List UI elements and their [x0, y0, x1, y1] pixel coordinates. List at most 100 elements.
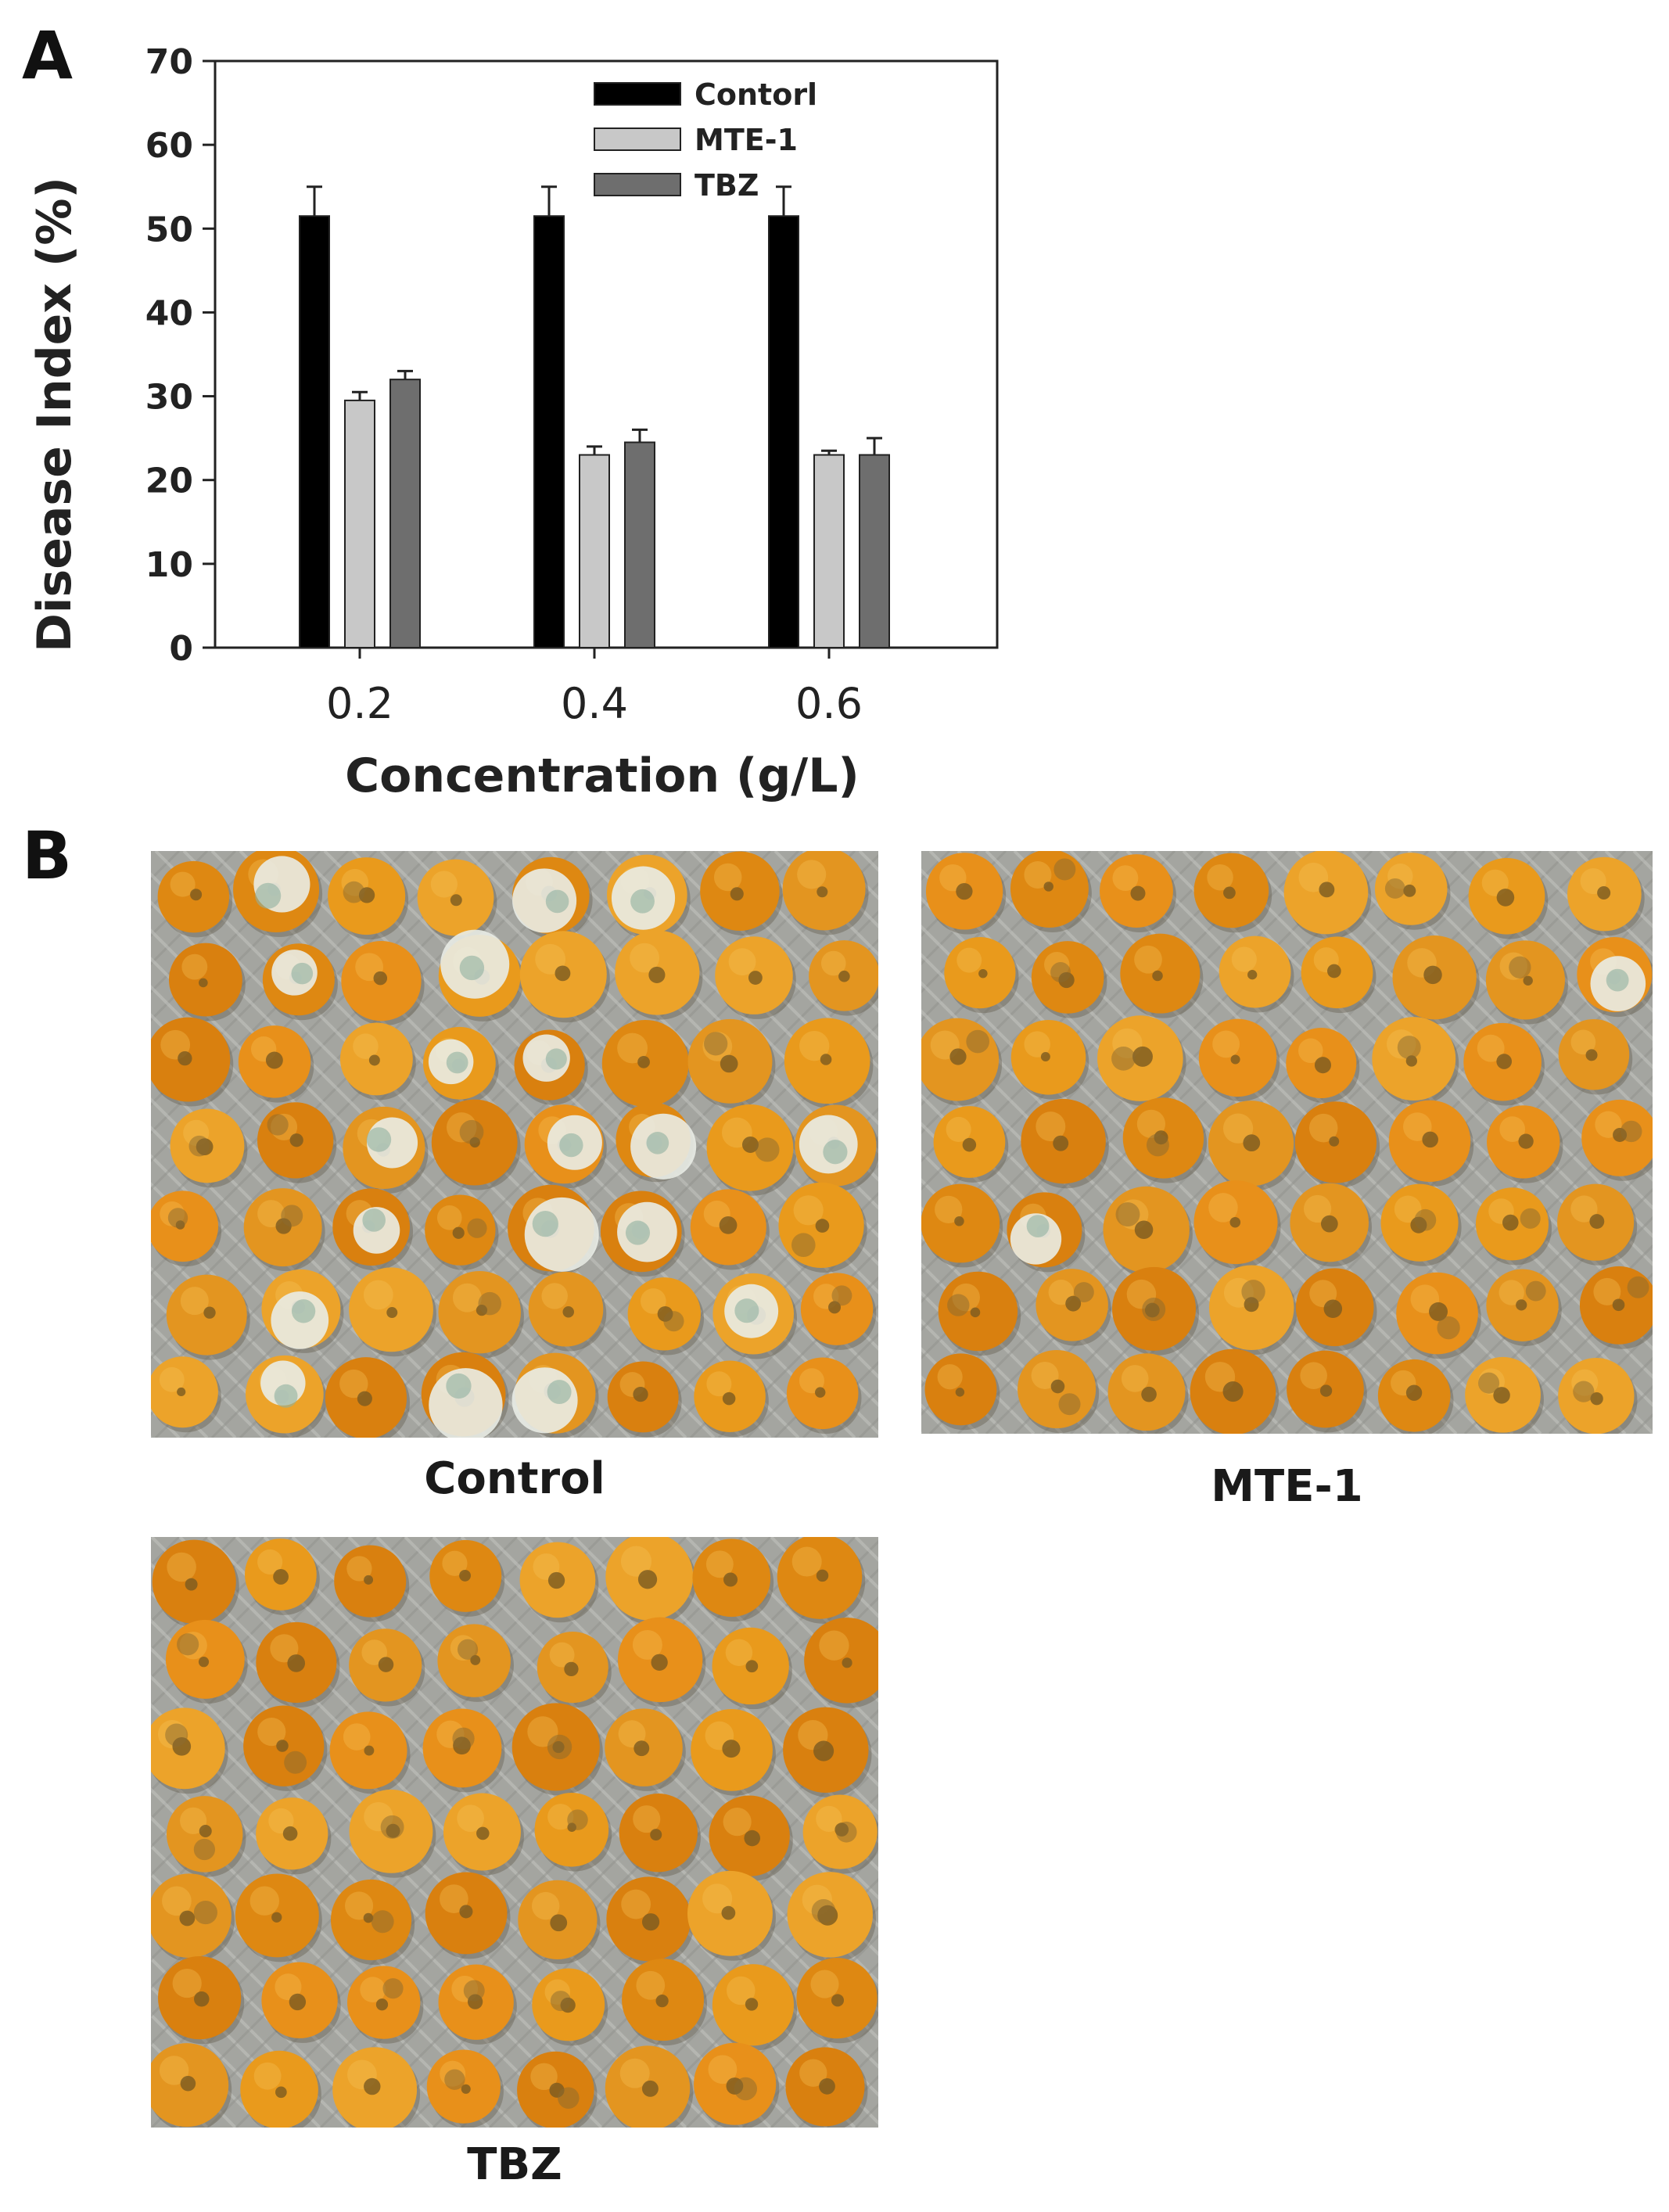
fruit — [617, 1617, 706, 1707]
fruit — [511, 1703, 603, 1796]
fruit — [152, 1539, 239, 1628]
fruit — [1103, 1186, 1193, 1278]
fruit — [346, 1966, 424, 2044]
legend-swatch-contorl — [594, 82, 681, 106]
fruit — [328, 857, 409, 940]
legend-label-contorl: Contorl — [695, 77, 817, 112]
fruit — [1190, 1348, 1280, 1434]
fruit — [782, 851, 869, 935]
fruit — [1377, 1359, 1454, 1434]
fruit — [691, 1708, 776, 1796]
fruit — [1486, 1269, 1562, 1346]
fruit — [800, 1273, 877, 1350]
fruit — [426, 2049, 504, 2128]
bar-tbz-0.6 — [859, 454, 890, 648]
fruit — [778, 1182, 867, 1273]
fruit — [443, 1793, 524, 1876]
fruit — [1286, 1028, 1360, 1104]
fruit — [243, 1188, 325, 1272]
fruit — [1485, 940, 1568, 1025]
fruit — [422, 1708, 505, 1793]
fruit — [712, 1627, 792, 1710]
fruit — [151, 1017, 234, 1107]
fruit — [1111, 1266, 1200, 1356]
fruit — [1219, 935, 1294, 1013]
photo-caption-tbz: TBZ — [467, 2139, 562, 2190]
fruit — [1372, 1017, 1459, 1106]
fruit — [1294, 1101, 1380, 1188]
fruit — [1010, 851, 1092, 932]
fruit — [1122, 1097, 1208, 1183]
y-tick-label: 30 — [145, 378, 193, 418]
fruit — [1579, 1266, 1653, 1349]
fruit — [1301, 936, 1376, 1014]
legend-swatch-mte-1 — [594, 127, 681, 151]
fruit — [921, 1018, 1003, 1106]
fruit — [330, 1879, 415, 1966]
photo-mte-1 — [921, 851, 1653, 1434]
fruit — [1018, 1349, 1100, 1434]
fruit — [1577, 936, 1653, 1018]
fruit — [511, 1352, 599, 1438]
fruit — [166, 1796, 246, 1877]
fruit — [1198, 1018, 1280, 1102]
fruit — [1208, 1265, 1298, 1355]
fruit — [343, 1106, 429, 1194]
fruit — [795, 1104, 878, 1191]
fruit — [1021, 1098, 1109, 1189]
fruit — [1388, 1100, 1474, 1187]
fruit — [1558, 1018, 1633, 1095]
fruit — [1193, 1180, 1281, 1269]
fruit — [712, 1273, 798, 1359]
fruit — [700, 851, 783, 936]
fruit — [438, 1270, 524, 1359]
fruit — [615, 930, 703, 1020]
y-tick-label: 50 — [145, 210, 193, 250]
fruit — [938, 1271, 1021, 1356]
bar-mte-1-0.4 — [579, 454, 610, 648]
fruit — [431, 1099, 521, 1190]
fruit — [600, 1190, 685, 1277]
panel-a-label: A — [22, 17, 74, 94]
fruit — [692, 1539, 774, 1622]
fruit — [1581, 1099, 1653, 1181]
x-axis-title: Concentration (g/L) — [345, 749, 860, 803]
fruit — [425, 1872, 511, 1959]
fruit — [787, 1872, 876, 1962]
y-tick-label: 40 — [145, 293, 193, 333]
fruit — [1283, 851, 1372, 939]
fruit — [262, 943, 338, 1021]
fruit — [329, 1711, 411, 1794]
fruit — [421, 1352, 509, 1438]
fruit — [257, 1102, 337, 1183]
chart-axes: 0 10 20 30 40 50 60 70 0.2 0.4 0.6 — [145, 42, 999, 728]
fruit — [601, 1019, 692, 1111]
fruit — [514, 1029, 588, 1105]
fruit — [777, 1537, 866, 1624]
fruit — [332, 1188, 414, 1271]
fruit — [627, 1277, 705, 1356]
fruit — [1465, 1356, 1544, 1434]
fruit — [1031, 941, 1107, 1018]
fruit — [616, 1102, 697, 1183]
fruit — [944, 936, 1019, 1014]
fruit — [605, 1537, 697, 1625]
x-tick-label: 0.4 — [561, 679, 628, 728]
bar-chart: 0 10 20 30 40 50 60 70 0.2 0.4 0.6 Contorl MTE-1 TBZ… — [27, 42, 999, 803]
y-tick-label: 60 — [145, 126, 193, 166]
fruit — [334, 1545, 410, 1622]
fruit — [519, 931, 610, 1023]
fruit — [1097, 1015, 1186, 1106]
fruit — [256, 1621, 340, 1707]
fruit — [1475, 1187, 1552, 1266]
fruit — [1557, 1183, 1638, 1266]
fruit — [261, 1269, 344, 1353]
fruit — [438, 929, 524, 1022]
panel-b-label: B — [22, 817, 73, 894]
fruit — [518, 1880, 601, 1964]
bar-mte-1-0.2 — [344, 399, 375, 648]
fruit — [246, 1355, 327, 1438]
fruit — [715, 936, 796, 1019]
fruit — [933, 1106, 1009, 1183]
fruit — [425, 1194, 499, 1270]
